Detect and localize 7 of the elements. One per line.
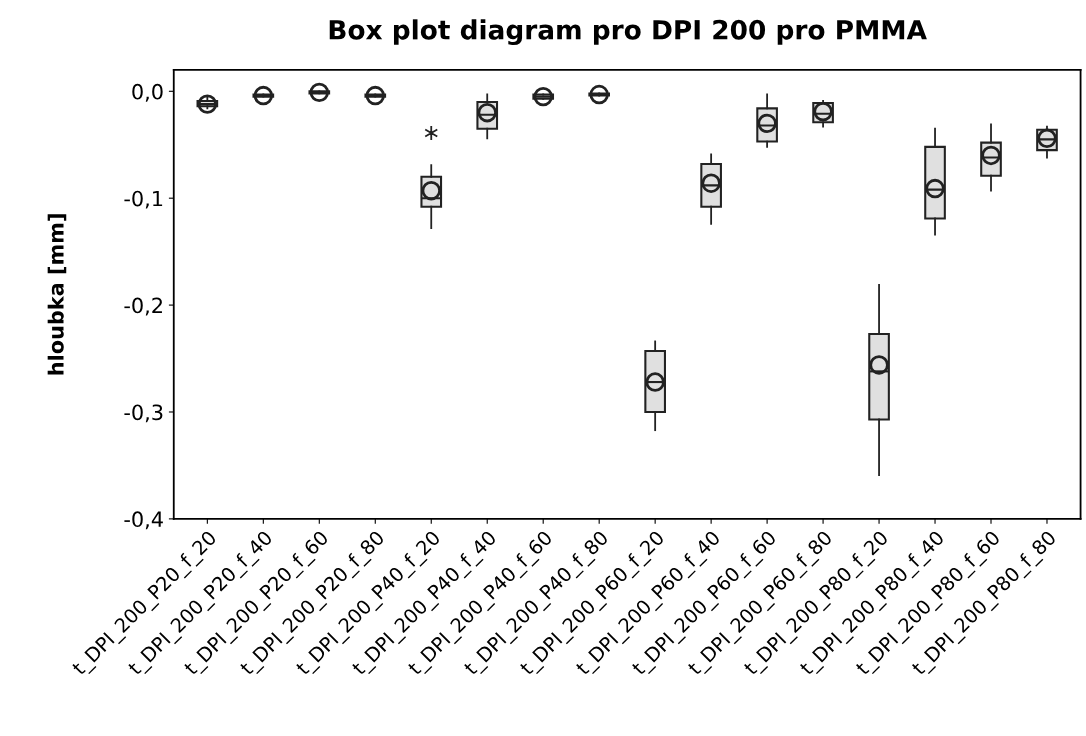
chart-title: Box plot diagram pro DPI 200 pro PMMA (329, 19, 927, 46)
y-axis-title: hloubka [mm] (47, 214, 67, 375)
y-tick-label: -0,1 (124, 190, 163, 209)
y-tick-label: -0,4 (124, 511, 163, 530)
y-tick-label: -0,3 (124, 404, 163, 423)
y-tick-label: -0,2 (124, 297, 162, 316)
y-tick-label: 0,0 (132, 83, 163, 102)
